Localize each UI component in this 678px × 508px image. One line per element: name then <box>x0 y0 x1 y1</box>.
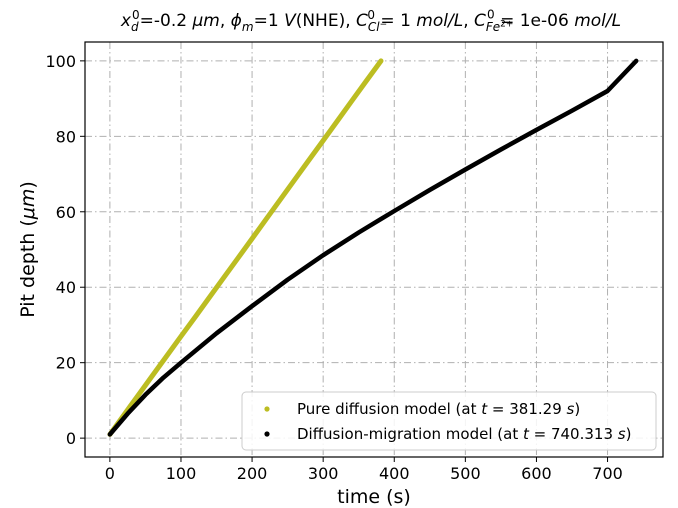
text-segment: (NHE), <box>296 11 356 31</box>
y-tick-label: 100 <box>45 52 76 71</box>
y-axis-label: Pit depth (μm) <box>17 181 39 318</box>
text-segment: 0 <box>132 8 140 22</box>
legend-label: Diffusion-migration model (at t = 740.31… <box>297 425 631 443</box>
legend-label: Pure diffusion model (at t = 381.29 s) <box>297 400 580 418</box>
text-segment: = 1e-06 <box>495 11 575 31</box>
text-segment: 0 <box>487 8 495 22</box>
text-segment: C <box>356 11 368 31</box>
text-segment: mol/L <box>416 11 463 31</box>
text-segment: Diffusion-migration model (at <box>297 425 523 443</box>
text-segment: m <box>242 20 254 34</box>
text-segment: mol/L <box>574 11 621 31</box>
text-segment: Pure diffusion model (at <box>297 400 481 418</box>
y-tick-label: 80 <box>56 127 76 146</box>
legend-box <box>241 391 657 451</box>
y-tick-label: 60 <box>56 203 76 222</box>
legend-marker <box>264 431 270 437</box>
text-segment: 2+ <box>500 20 513 30</box>
x-tick-label: 300 <box>308 464 339 483</box>
x-tick-label: 700 <box>592 464 623 483</box>
x-tick-label: 400 <box>379 464 410 483</box>
text-segment: t <box>523 425 530 443</box>
y-tick-label: 40 <box>56 278 76 297</box>
legend-marker <box>264 406 270 412</box>
text-segment: = 381.29 <box>487 400 566 418</box>
text-segment: , <box>463 11 474 31</box>
text-segment: ) <box>574 400 580 418</box>
text-segment: V <box>284 11 297 31</box>
x-tick-label: 100 <box>166 464 197 483</box>
text-segment: t <box>481 400 488 418</box>
text-segment: Fe <box>486 20 500 34</box>
x-tick-label: 600 <box>521 464 552 483</box>
text-segment: C <box>474 11 486 31</box>
series-line-2 <box>107 58 639 437</box>
x-tick-label: 0 <box>105 464 115 483</box>
series-layer <box>107 58 639 437</box>
text-segment: x <box>120 11 132 31</box>
x-axis-label: time (s) <box>337 486 411 508</box>
text-segment: μm <box>17 189 39 221</box>
text-segment: μm <box>191 11 219 31</box>
text-segment: d <box>131 20 139 34</box>
text-segment: = 740.313 <box>529 425 618 443</box>
text-segment: ) <box>17 181 39 188</box>
text-segment: =-0.2 <box>140 11 193 31</box>
x-tick-label: 500 <box>450 464 481 483</box>
text-segment: s <box>567 400 575 418</box>
text-segment: Pit depth ( <box>17 219 39 318</box>
text-segment: s <box>618 425 626 443</box>
text-segment: ϕ <box>231 11 242 31</box>
series-line-1 <box>107 58 384 437</box>
text-segment: = 1 <box>375 11 416 31</box>
plot-frame <box>84 41 664 458</box>
text-segment: ) <box>626 425 632 443</box>
chart-title: xd0=-0.2 μm, ϕm=1 V(NHE), CCl−0 = 1 mol/… <box>120 8 621 34</box>
axis-ticks: 0 100 200 300 400 500 600 700 0 20 40 60 80 100 <box>45 52 622 483</box>
x-tick-label: 200 <box>237 464 268 483</box>
y-tick-label: 0 <box>66 429 76 448</box>
text-segment: 0 <box>367 8 375 22</box>
y-tick-label: 20 <box>56 354 76 373</box>
legend: Pure diffusion model (at t = 381.29 s)Di… <box>241 391 657 451</box>
text-segment: Cl <box>368 20 380 34</box>
text-segment: =1 <box>254 11 284 31</box>
text-segment: − <box>380 20 388 30</box>
text-segment: , <box>220 11 231 31</box>
